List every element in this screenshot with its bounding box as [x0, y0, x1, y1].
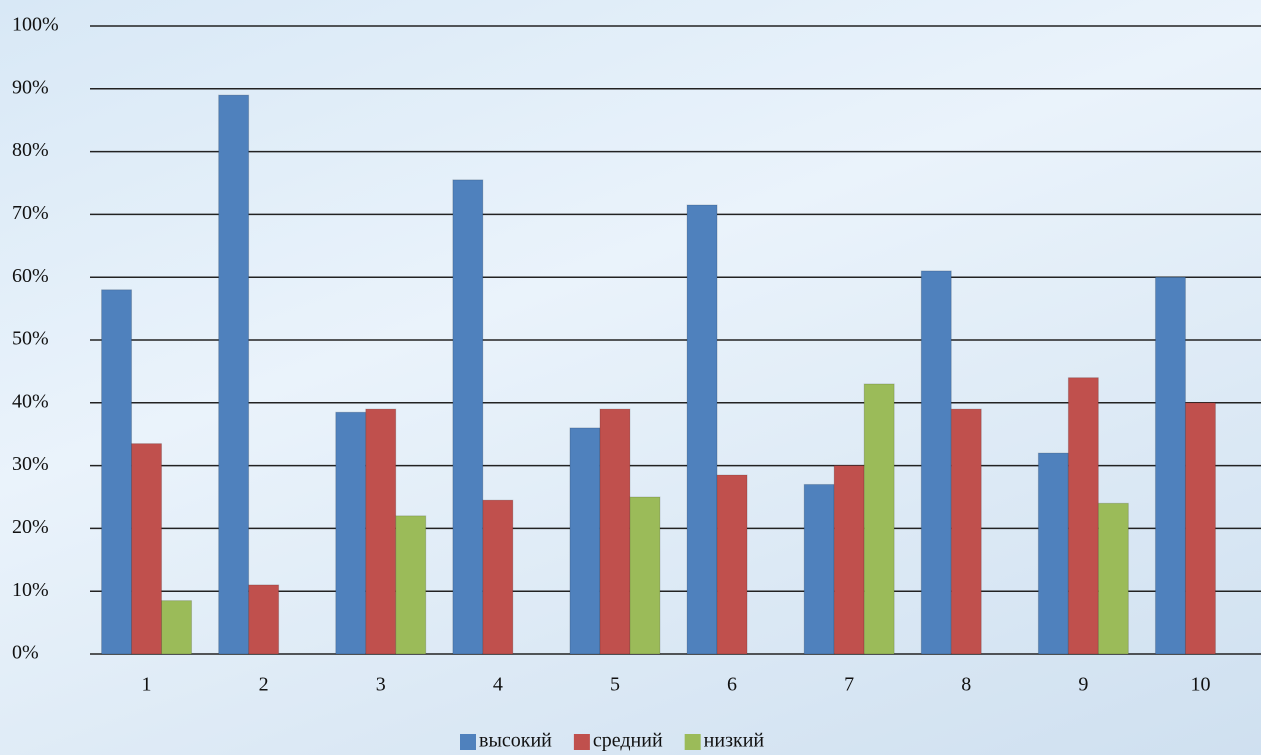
bar [803, 483, 835, 655]
y-tick-label: 90% [12, 76, 49, 98]
y-tick-label: 10% [12, 579, 49, 601]
y-tick-label: 60% [12, 265, 49, 287]
x-tick-label: 2 [259, 674, 269, 696]
bar [1154, 276, 1186, 655]
y-tick-label: 50% [12, 328, 49, 350]
bar [395, 515, 427, 655]
x-tick-label: 9 [1078, 674, 1088, 696]
legend-label: высокий [479, 730, 552, 752]
x-tick-label: 1 [142, 674, 152, 696]
y-tick-label: 30% [12, 453, 49, 475]
bar [1097, 502, 1129, 655]
bar [161, 600, 193, 655]
x-tick-label: 8 [961, 674, 971, 696]
bar [629, 496, 661, 655]
legend-label: низкий [704, 730, 765, 752]
y-tick-label: 80% [12, 139, 49, 161]
y-tick-label: 0% [12, 642, 39, 664]
x-tick-label: 6 [727, 674, 737, 696]
x-tick-label: 5 [610, 674, 620, 696]
bar [950, 408, 982, 655]
bar [1037, 452, 1069, 655]
bar [248, 584, 280, 655]
x-tick-label: 3 [376, 674, 386, 696]
bar [131, 443, 163, 655]
legend-swatch [573, 734, 590, 750]
legend-label: средний [593, 730, 663, 752]
bar [482, 499, 514, 655]
bar [716, 474, 748, 655]
bar [920, 270, 952, 655]
bar [365, 408, 397, 655]
bar [599, 408, 631, 655]
x-tick-label: 4 [493, 674, 503, 696]
y-tick-label: 100% [12, 14, 59, 36]
y-tick-label: 20% [12, 516, 49, 538]
y-tick-label: 40% [12, 390, 49, 412]
bar [833, 465, 865, 655]
bar [569, 427, 601, 655]
bar [1184, 402, 1216, 655]
bar [452, 179, 484, 655]
bar [218, 94, 250, 655]
bar [863, 383, 895, 655]
legend-swatch [684, 734, 701, 750]
legend-swatch [460, 734, 476, 750]
bar [686, 204, 718, 655]
bar [335, 411, 367, 655]
bar [101, 289, 133, 655]
bar [1067, 377, 1099, 655]
y-tick-label: 70% [12, 202, 49, 224]
x-tick-label: 10 [1190, 674, 1210, 696]
x-tick-label: 7 [844, 674, 854, 696]
